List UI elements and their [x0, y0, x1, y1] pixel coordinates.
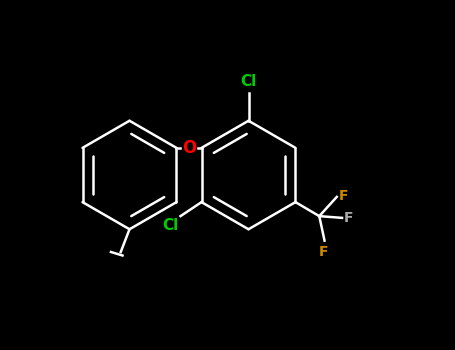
Text: F: F	[344, 211, 353, 225]
Text: F: F	[339, 189, 348, 203]
Text: F: F	[319, 245, 328, 259]
Text: O: O	[182, 139, 196, 157]
Text: Cl: Cl	[240, 74, 257, 89]
Text: Cl: Cl	[162, 218, 179, 233]
